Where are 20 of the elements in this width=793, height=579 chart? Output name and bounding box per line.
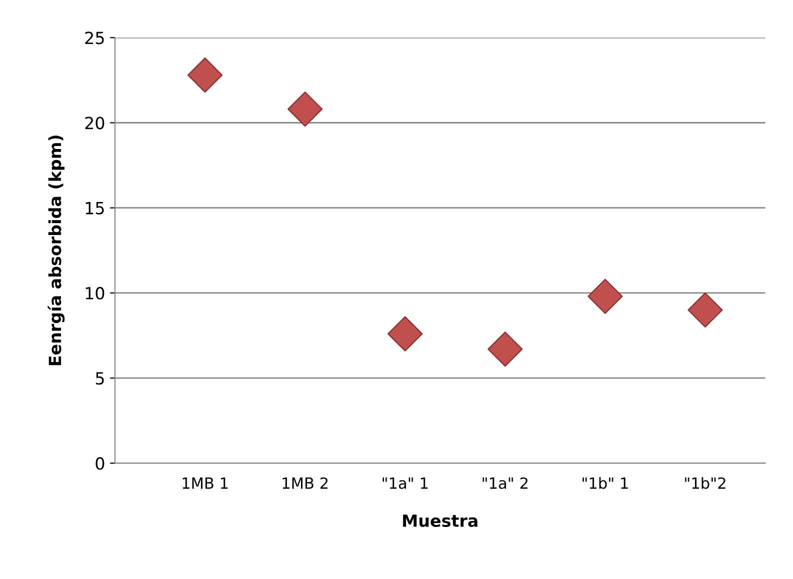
x-tick-label: "1b"2 bbox=[685, 477, 726, 489]
y-tick-label: 25 bbox=[85, 32, 104, 44]
x-tick-label: 1MB 1 bbox=[182, 478, 228, 489]
point bbox=[488, 332, 523, 367]
x-axis-title: Muestra bbox=[403, 514, 478, 527]
y-tick-label: 10 bbox=[86, 286, 104, 300]
point bbox=[388, 316, 423, 352]
x-tick-label: "1b" 1 bbox=[582, 477, 628, 489]
x-tick-label: 1MB 2 bbox=[282, 477, 328, 489]
point bbox=[287, 92, 323, 127]
point bbox=[688, 292, 723, 328]
y-tick-label: 20 bbox=[85, 116, 104, 130]
y-axis-title: Eenrgía absorbida (kpm) bbox=[48, 136, 65, 366]
x-tick-label: "1a" 2 bbox=[482, 477, 528, 489]
point bbox=[187, 58, 223, 93]
y-tick-label: 15 bbox=[86, 202, 104, 214]
point bbox=[588, 278, 623, 314]
y-tick-label: 0 bbox=[96, 457, 104, 470]
x-tick-label: "1a" 1 bbox=[382, 478, 428, 489]
y-tick-label: 5 bbox=[96, 372, 104, 385]
